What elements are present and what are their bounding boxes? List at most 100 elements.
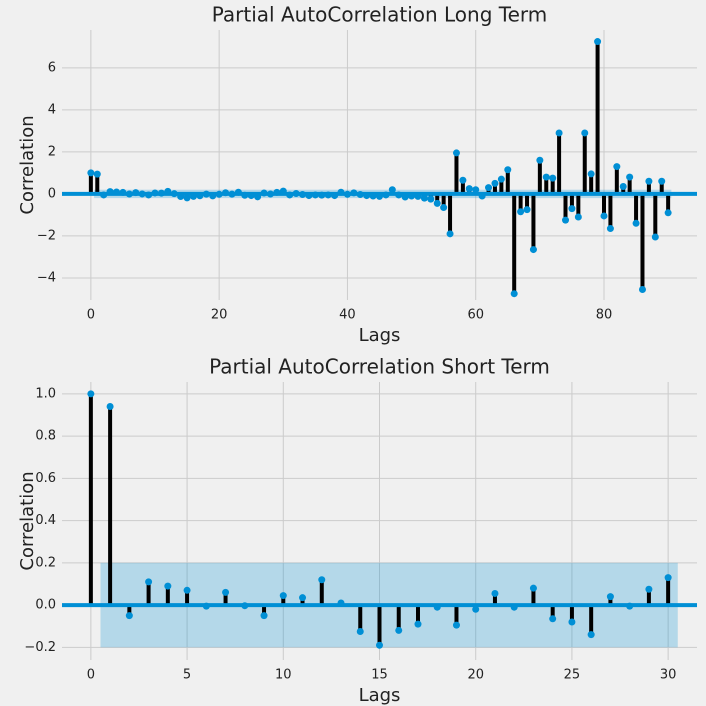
marker [446,230,454,238]
marker [337,188,345,196]
marker [145,578,153,586]
marker [574,213,582,221]
marker [536,156,544,164]
marker [491,589,499,597]
marker [549,174,557,182]
marker [485,184,493,192]
marker [517,208,525,216]
x-tick-label: 15 [371,668,388,683]
marker [157,189,165,197]
marker [465,185,473,193]
marker [318,191,326,199]
marker [523,206,531,214]
y-tick-label: 6 [48,60,56,75]
marker [164,582,172,590]
x-axis-label: Lags [359,325,401,346]
marker [151,189,159,197]
y-tick-label: 0.0 [35,598,56,613]
chart-title: Partial AutoCorrelation Short Term [209,355,550,379]
marker [581,129,589,137]
marker [664,209,672,217]
marker [555,129,563,137]
marker [619,183,627,191]
marker [395,191,403,199]
marker [529,584,537,592]
marker [395,626,403,634]
marker [606,225,614,233]
marker [299,191,307,199]
y-tick-label: 1.0 [35,386,56,401]
marker [363,192,371,200]
marker [510,290,518,298]
y-tick-label: 2 [48,144,56,159]
marker [433,199,441,207]
marker [376,641,383,649]
marker [222,189,230,197]
y-tick-label: −2 [37,228,56,243]
marker [568,205,576,213]
y-tick-label: 0.2 [35,555,56,570]
marker [382,191,390,199]
marker [626,173,634,181]
marker [183,194,191,202]
marker [318,576,326,584]
marker [452,149,460,157]
marker [401,193,409,201]
marker [638,285,646,293]
x-tick-label: 20 [467,668,484,683]
marker [164,187,172,195]
marker [356,191,364,199]
marker [478,192,486,200]
marker [87,169,95,177]
marker [305,192,313,200]
marker [106,188,114,196]
marker [215,190,223,198]
marker [286,191,294,199]
marker [594,38,602,46]
marker [119,188,127,196]
marker [562,216,570,224]
marker [87,390,95,398]
marker [247,192,255,200]
marker [414,620,422,628]
marker [388,186,396,194]
marker [260,612,268,620]
marker [542,173,550,181]
y-tick-label: 4 [48,102,56,117]
x-tick-label: 30 [660,668,677,683]
marker [350,189,358,197]
marker [113,188,121,196]
x-axis-label: Lags [359,685,401,706]
marker [356,627,364,635]
marker [222,588,230,596]
marker [600,212,608,220]
x-tick-label: 40 [339,308,356,323]
marker [414,192,422,200]
marker [587,631,595,639]
y-axis-label: Correlation [17,115,38,214]
marker [529,246,537,254]
marker [433,603,441,611]
marker [651,233,659,241]
marker [138,190,146,198]
x-tick-label: 0 [87,308,95,323]
marker [420,194,428,202]
y-tick-label: 0.6 [35,471,56,486]
y-tick-label: 0 [48,186,56,201]
marker [504,166,512,174]
y-tick-label: −4 [37,270,56,285]
y-tick-label: −0.2 [24,640,56,655]
marker [472,186,480,194]
marker [106,403,114,411]
marker [125,612,133,620]
x-tick-label: 10 [275,668,292,683]
marker [254,193,262,201]
marker [202,602,210,610]
marker [273,188,281,196]
marker [658,177,666,185]
marker [331,192,339,200]
marker [228,190,236,198]
x-tick-label: 80 [596,308,613,323]
marker [324,191,332,199]
marker [93,170,101,178]
